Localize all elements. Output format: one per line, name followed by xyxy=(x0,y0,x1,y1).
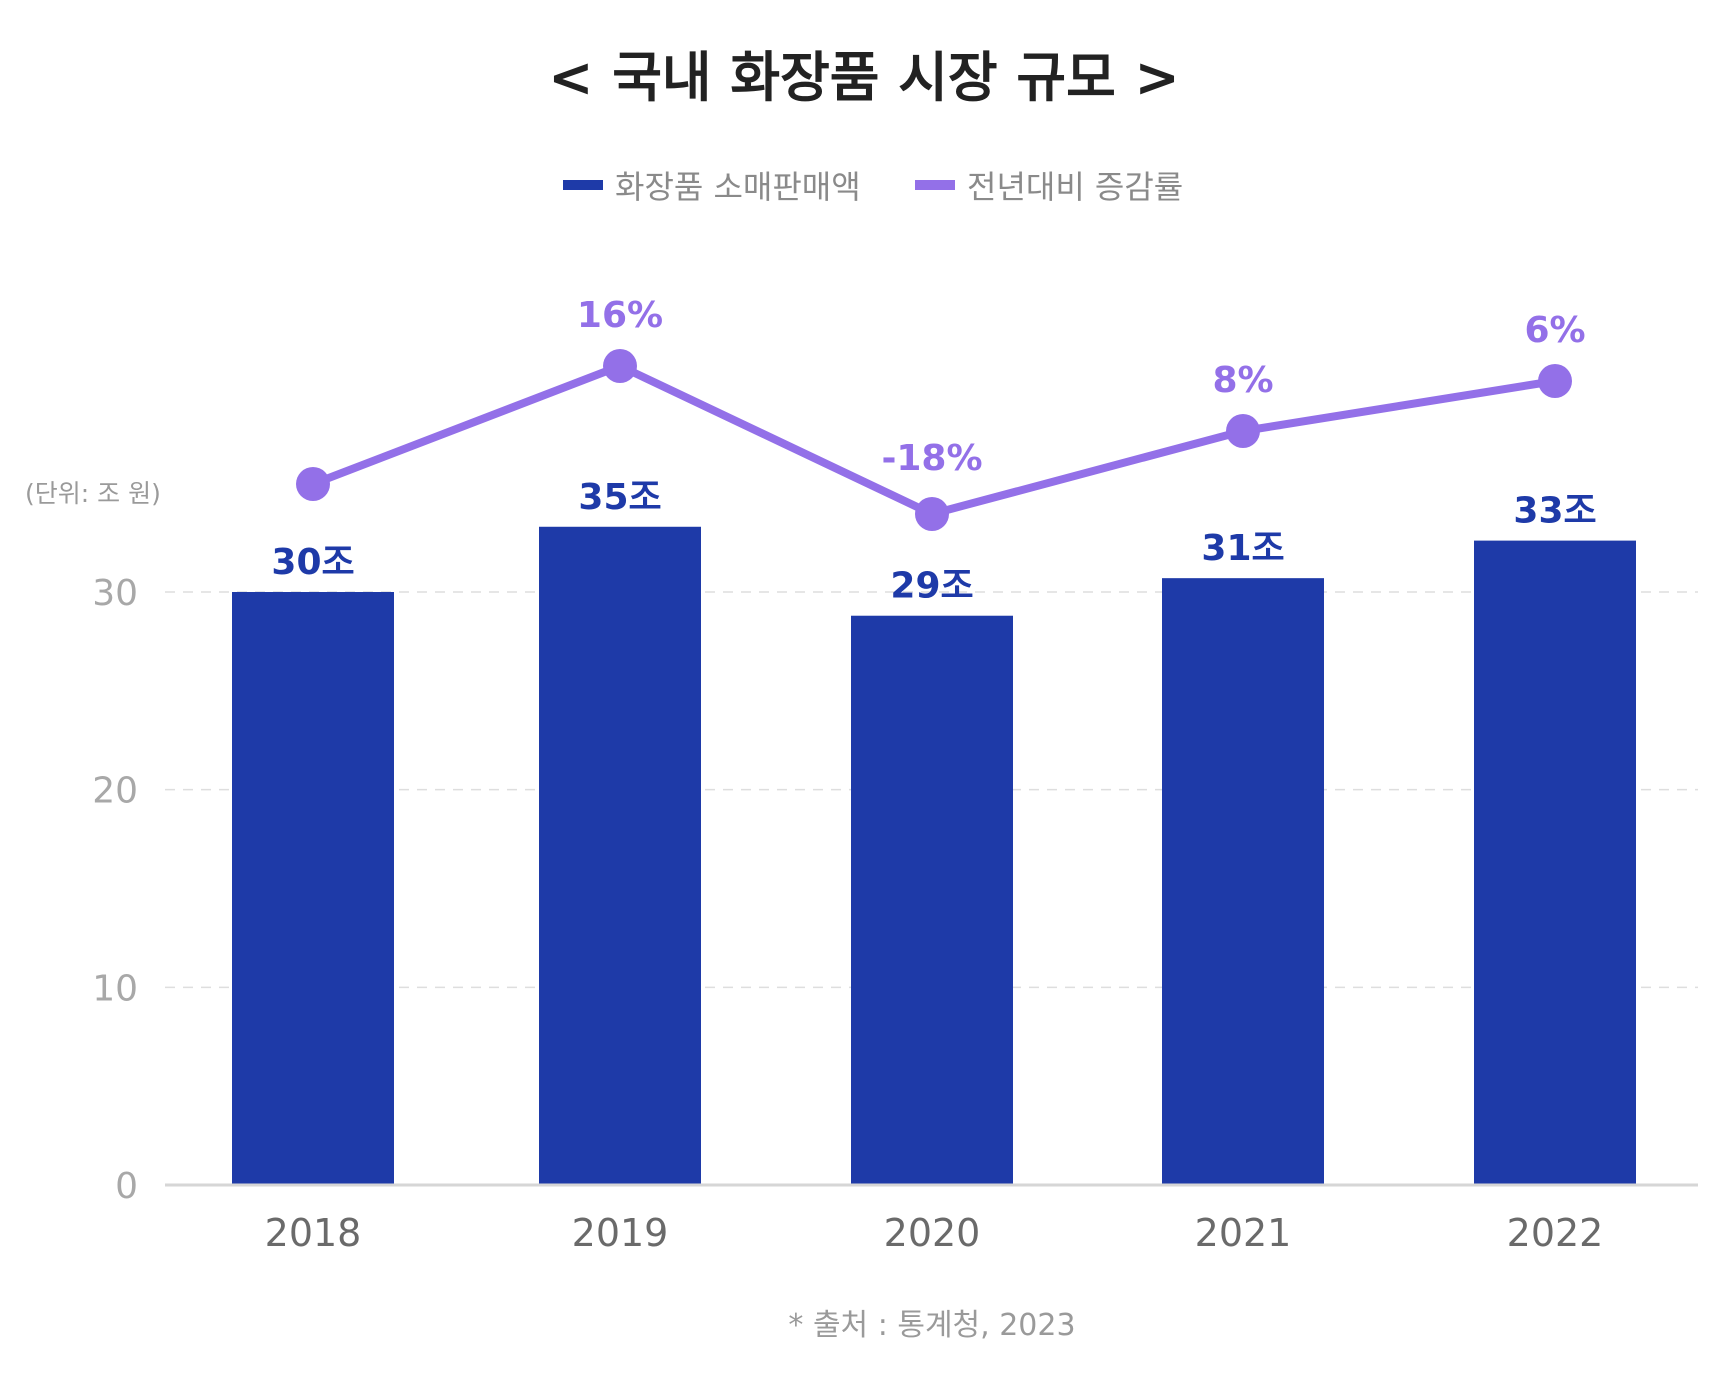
growth-point-2018 xyxy=(296,467,330,501)
y-tick-label: 10 xyxy=(92,968,138,1009)
x-tick-label: 2021 xyxy=(1195,1211,1292,1255)
source-note: * 출처 : 통계청, 2023 xyxy=(788,1308,1075,1343)
bar-label-2022: 33조 xyxy=(1513,491,1596,532)
x-tick-label: 2019 xyxy=(572,1211,669,1255)
bar-label-2021: 31조 xyxy=(1201,528,1284,569)
y-axis: 0 10 20 30 xyxy=(92,573,138,1207)
unit-note: (단위: 조 원) xyxy=(25,479,161,508)
bar-2019 xyxy=(539,526,701,1185)
legend-swatch-bar xyxy=(563,180,603,190)
bar-2022 xyxy=(1474,540,1636,1185)
bar-2020 xyxy=(851,615,1013,1185)
growth-label-2022: 6% xyxy=(1524,310,1585,351)
bar-2021 xyxy=(1162,578,1324,1185)
bar-label-2020: 29조 xyxy=(890,566,973,607)
chart-title: < 국내 화장품 시장 규모 > xyxy=(548,46,1180,109)
y-tick-label: 0 xyxy=(115,1166,138,1207)
bars xyxy=(232,526,1636,1185)
bar-label-2019: 35조 xyxy=(578,477,661,518)
legend-swatch-line xyxy=(915,180,955,190)
x-axis: 2018 2019 2020 2021 2022 xyxy=(265,1211,1604,1255)
x-tick-label: 2020 xyxy=(884,1211,981,1255)
legend: 화장품 소매판매액 전년대비 증감률 xyxy=(563,168,1183,206)
bar-2018 xyxy=(232,592,394,1185)
legend-label-line: 전년대비 증감률 xyxy=(967,168,1183,206)
line-labels: 16% -18% 8% 6% xyxy=(577,295,1586,479)
growth-point-2019 xyxy=(603,349,637,383)
growth-point-2020 xyxy=(915,497,949,531)
bar-label-2018: 30조 xyxy=(271,542,354,583)
growth-label-2021: 8% xyxy=(1212,360,1273,401)
x-tick-label: 2022 xyxy=(1507,1211,1604,1255)
growth-label-2019: 16% xyxy=(577,295,663,336)
legend-label-bar: 화장품 소매판매액 xyxy=(615,168,861,206)
line-series xyxy=(296,349,1572,531)
y-tick-label: 20 xyxy=(92,771,138,812)
growth-point-2022 xyxy=(1538,364,1572,398)
y-tick-label: 30 xyxy=(92,573,138,614)
x-tick-label: 2018 xyxy=(265,1211,362,1255)
growth-label-2020: -18% xyxy=(881,438,982,479)
bar-labels: 30조 35조 29조 31조 33조 xyxy=(271,477,1596,607)
growth-point-2021 xyxy=(1226,414,1260,448)
grid-lines xyxy=(165,591,1698,989)
